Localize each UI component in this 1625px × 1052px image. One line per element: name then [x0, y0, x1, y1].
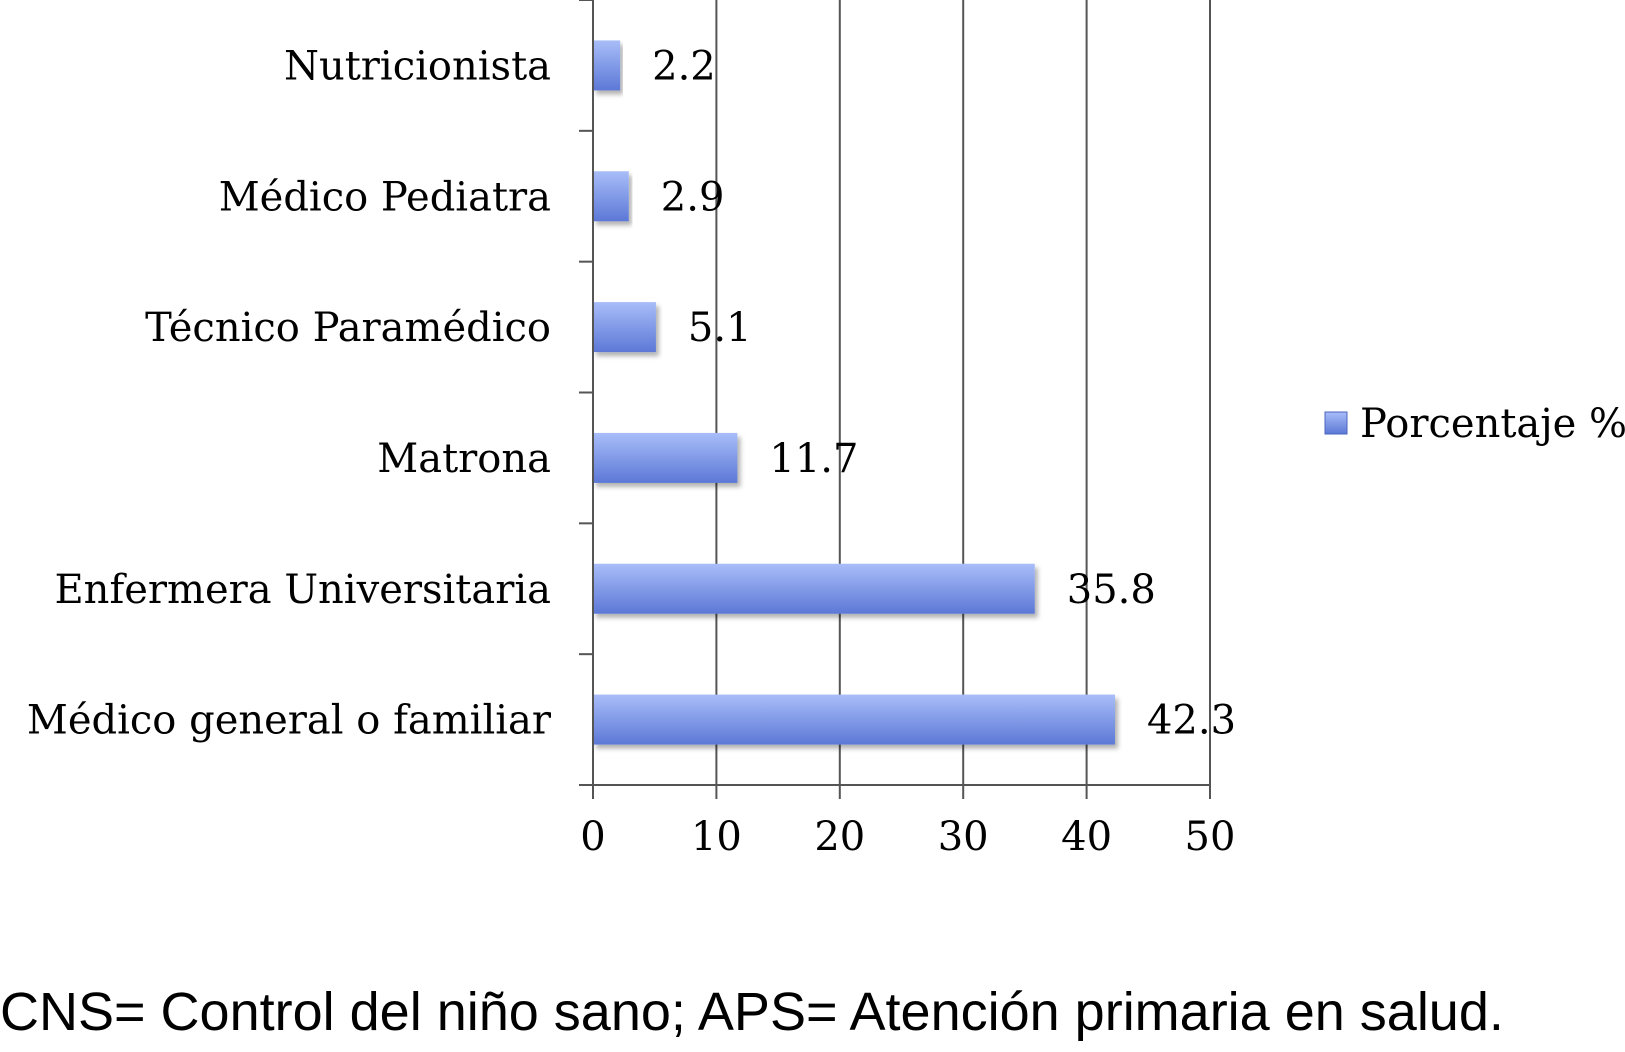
- legend-label: Porcentaje %: [1360, 401, 1625, 447]
- category-label: Médico general o familiar: [27, 698, 552, 744]
- bar: [593, 432, 738, 483]
- bar: [593, 40, 621, 91]
- data-label: 42.3: [1147, 698, 1236, 744]
- data-label: 2.2: [652, 43, 716, 89]
- category-label: Enfermera Universitaria: [54, 567, 551, 613]
- data-label: 5.1: [688, 305, 752, 351]
- bar: [593, 302, 656, 353]
- x-tick-label: 30: [938, 814, 989, 860]
- data-label: 35.8: [1067, 567, 1156, 613]
- data-label: 11.7: [769, 436, 858, 482]
- category-label: Matrona: [377, 436, 551, 482]
- category-label: Técnico Paramédico: [145, 305, 551, 351]
- legend-swatch: [1324, 411, 1348, 435]
- caption: CNS= Control del niño sano; APS= Atenció…: [0, 982, 1504, 1042]
- x-tick-label: 20: [814, 814, 865, 860]
- category-label: Médico Pediatra: [219, 174, 551, 220]
- category-label: Nutricionista: [284, 43, 551, 89]
- x-tick-label: 10: [691, 814, 742, 860]
- bar: [593, 171, 629, 222]
- bar: [593, 563, 1035, 614]
- x-tick-label: 0: [580, 814, 605, 860]
- bar: [593, 694, 1115, 745]
- x-tick-label: 50: [1185, 814, 1236, 860]
- x-tick-label: 40: [1061, 814, 1112, 860]
- data-label: 2.9: [661, 174, 725, 220]
